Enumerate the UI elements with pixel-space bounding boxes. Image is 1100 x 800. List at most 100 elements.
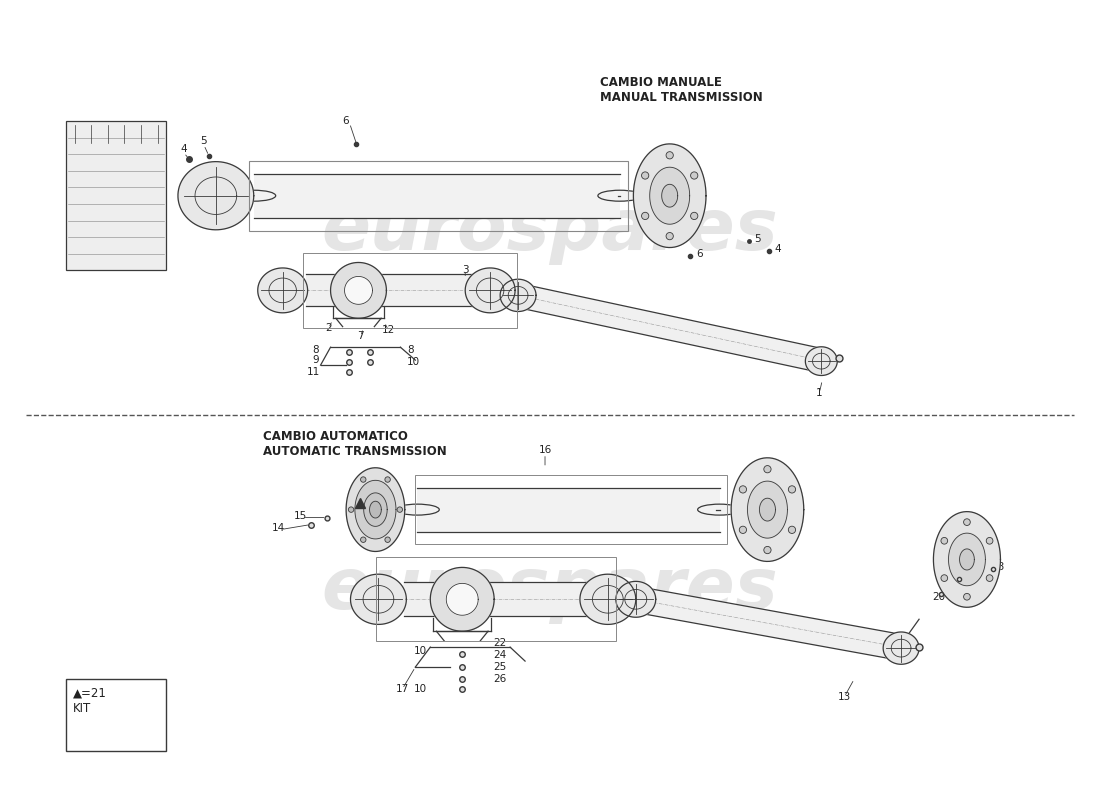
Polygon shape — [257, 268, 308, 313]
Text: 1: 1 — [816, 388, 823, 398]
Circle shape — [987, 574, 993, 582]
Bar — [376, 558, 616, 641]
Text: eurospares: eurospares — [321, 196, 779, 265]
Text: ▲=21
KIT: ▲=21 KIT — [74, 687, 107, 715]
Circle shape — [789, 526, 795, 534]
Polygon shape — [616, 582, 656, 618]
Circle shape — [964, 594, 970, 600]
Bar — [416, 474, 727, 545]
Ellipse shape — [598, 190, 641, 201]
Circle shape — [964, 518, 970, 526]
Text: 17: 17 — [396, 684, 409, 694]
Polygon shape — [331, 262, 386, 318]
Text: 5: 5 — [755, 234, 761, 243]
Circle shape — [641, 172, 649, 179]
Circle shape — [739, 526, 747, 534]
Circle shape — [667, 233, 673, 240]
Polygon shape — [959, 549, 975, 570]
Circle shape — [691, 172, 697, 179]
Circle shape — [385, 537, 390, 542]
Polygon shape — [465, 268, 515, 313]
Text: 7: 7 — [358, 331, 364, 342]
Text: 14: 14 — [272, 522, 285, 533]
Text: 10: 10 — [414, 684, 427, 694]
Text: 10: 10 — [407, 357, 420, 367]
Text: 15: 15 — [294, 510, 307, 521]
Text: 16: 16 — [538, 445, 551, 455]
Text: CAMBIO MANUALE
MANUAL TRANSMISSION: CAMBIO MANUALE MANUAL TRANSMISSION — [600, 76, 762, 104]
Text: 18: 18 — [992, 562, 1005, 573]
Text: eurospares: eurospares — [321, 555, 779, 624]
Polygon shape — [748, 481, 788, 538]
Polygon shape — [430, 567, 494, 631]
Text: 4: 4 — [774, 243, 781, 254]
Text: 2: 2 — [326, 323, 332, 334]
Circle shape — [397, 507, 403, 512]
Polygon shape — [447, 583, 478, 615]
Polygon shape — [662, 184, 678, 207]
Text: 8: 8 — [312, 345, 319, 355]
Text: 25: 25 — [494, 662, 507, 672]
Bar — [66, 679, 166, 750]
Polygon shape — [370, 502, 382, 518]
Text: 3: 3 — [462, 266, 469, 275]
Circle shape — [691, 212, 697, 219]
Text: 10: 10 — [414, 646, 427, 656]
Polygon shape — [355, 480, 396, 539]
Circle shape — [361, 537, 366, 542]
Text: 22: 22 — [494, 638, 507, 648]
Polygon shape — [306, 274, 491, 306]
Circle shape — [940, 574, 948, 582]
Text: 4: 4 — [180, 144, 187, 154]
Circle shape — [385, 477, 390, 482]
Ellipse shape — [697, 504, 741, 515]
Text: CAMBIO AUTOMATICO
AUTOMATIC TRANSMISSION: CAMBIO AUTOMATICO AUTOMATIC TRANSMISSION — [263, 430, 447, 458]
Circle shape — [987, 538, 993, 544]
Polygon shape — [805, 346, 837, 375]
Polygon shape — [883, 632, 920, 664]
Text: 19: 19 — [950, 572, 964, 582]
Text: 5: 5 — [200, 136, 207, 146]
Polygon shape — [732, 458, 804, 562]
Text: 9: 9 — [312, 355, 319, 365]
Circle shape — [763, 466, 771, 473]
Circle shape — [667, 152, 673, 159]
Text: 13: 13 — [837, 692, 851, 702]
Text: 6: 6 — [342, 116, 349, 126]
Polygon shape — [634, 144, 706, 247]
Bar — [302, 253, 517, 328]
Ellipse shape — [232, 190, 276, 201]
Circle shape — [641, 212, 649, 219]
Bar — [249, 161, 628, 230]
Circle shape — [349, 507, 354, 512]
Polygon shape — [351, 574, 406, 625]
Text: 6: 6 — [696, 249, 703, 258]
Circle shape — [361, 477, 366, 482]
Polygon shape — [634, 586, 901, 660]
Polygon shape — [948, 533, 986, 586]
Circle shape — [789, 486, 795, 493]
Polygon shape — [254, 174, 619, 218]
Bar — [66, 121, 166, 270]
Ellipse shape — [395, 504, 439, 515]
Polygon shape — [516, 284, 822, 372]
Text: 20: 20 — [933, 592, 946, 602]
Text: 26: 26 — [494, 674, 507, 684]
Polygon shape — [759, 498, 775, 521]
Polygon shape — [405, 582, 609, 616]
Text: 24: 24 — [494, 650, 507, 660]
Circle shape — [763, 546, 771, 554]
Polygon shape — [346, 468, 405, 551]
Polygon shape — [364, 493, 387, 526]
Circle shape — [739, 486, 747, 493]
Text: 8: 8 — [407, 345, 414, 355]
Text: 11: 11 — [307, 367, 320, 377]
Circle shape — [940, 538, 948, 544]
Text: 12: 12 — [382, 326, 395, 335]
Polygon shape — [934, 512, 1001, 607]
Polygon shape — [650, 167, 690, 224]
Polygon shape — [580, 574, 636, 625]
Polygon shape — [178, 162, 254, 230]
Polygon shape — [500, 279, 536, 311]
Polygon shape — [417, 488, 719, 531]
